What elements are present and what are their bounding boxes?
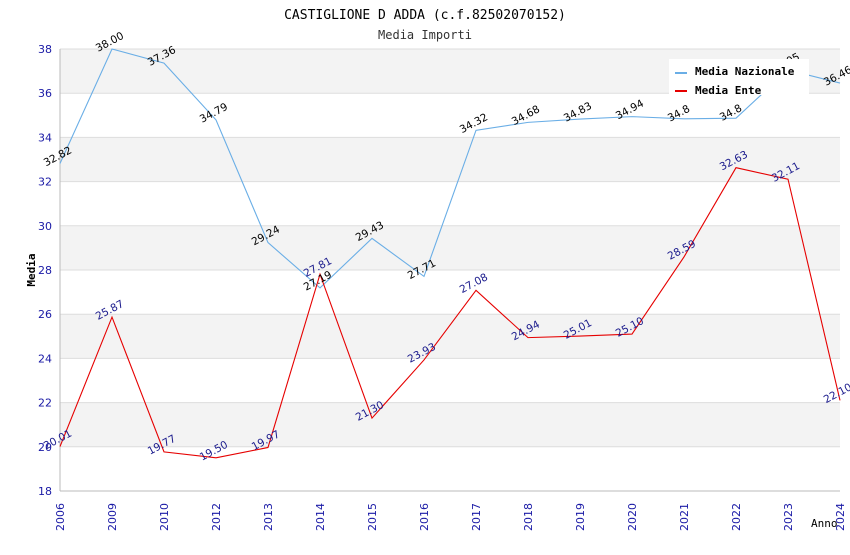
y-tick-30: 30 bbox=[38, 220, 52, 233]
series-line-nazionale bbox=[59, 48, 841, 289]
x-tick-2010: 2010 bbox=[158, 503, 171, 531]
band-28-30 bbox=[60, 225, 840, 270]
chart-subtitle: Media Importi bbox=[378, 28, 472, 42]
y-tick-labels: 18 20 22 24 26 28 30 32 34 36 38 bbox=[38, 43, 52, 498]
x-tick-2006: 2006 bbox=[54, 503, 67, 531]
x-tick-2009: 2009 bbox=[106, 503, 119, 531]
band-20-22 bbox=[60, 402, 840, 447]
band-26-28 bbox=[60, 270, 840, 315]
band-18-20 bbox=[60, 446, 840, 491]
x-tick-2018: 2018 bbox=[522, 503, 535, 531]
legend-box bbox=[669, 59, 809, 95]
y-tick-24: 24 bbox=[38, 352, 52, 365]
y-tick-22: 22 bbox=[38, 397, 52, 410]
x-tick-2020: 2020 bbox=[626, 503, 639, 531]
y-axis-label: Media bbox=[25, 253, 38, 286]
y-tick-32: 32 bbox=[38, 176, 52, 189]
y-tick-38: 38 bbox=[38, 43, 52, 56]
series-line-ente bbox=[59, 167, 841, 459]
chart-title: CASTIGLIONE D ADDA (c.f.82502070152) bbox=[284, 8, 566, 23]
x-tick-2015: 2015 bbox=[366, 503, 379, 531]
legend-label-ente: Media Ente bbox=[695, 84, 762, 97]
y-tick-18: 18 bbox=[38, 485, 52, 498]
x-tick-2023: 2023 bbox=[782, 503, 795, 531]
x-tick-2021: 2021 bbox=[678, 503, 691, 531]
band-24-26 bbox=[60, 314, 840, 359]
x-axis-label: Anno bbox=[811, 517, 838, 530]
band-34-36 bbox=[60, 93, 840, 138]
series-lines bbox=[59, 48, 841, 459]
x-tick-2022: 2022 bbox=[730, 503, 743, 531]
y-tick-26: 26 bbox=[38, 308, 52, 321]
y-tick-20: 20 bbox=[38, 441, 52, 454]
x-tick-2016: 2016 bbox=[418, 503, 431, 531]
background-bands bbox=[60, 49, 840, 491]
x-tick-2019: 2019 bbox=[574, 503, 587, 531]
y-tick-28: 28 bbox=[38, 264, 52, 277]
legend-label-nazionale: Media Nazionale bbox=[695, 65, 795, 78]
x-tick-2014: 2014 bbox=[314, 503, 327, 531]
legend: Media Nazionale Media Ente bbox=[669, 59, 809, 97]
x-tick-labels: 2006 2009 2010 2012 2013 2014 2015 2016 2017 2018… bbox=[54, 503, 847, 531]
band-32-34 bbox=[60, 137, 840, 182]
x-tick-2017: 2017 bbox=[470, 503, 483, 531]
x-tick-2024: 2024 bbox=[834, 503, 847, 531]
y-tick-36: 36 bbox=[38, 87, 52, 100]
y-tick-34: 34 bbox=[38, 131, 52, 144]
x-tick-2013: 2013 bbox=[262, 503, 275, 531]
band-22-24 bbox=[60, 358, 840, 403]
x-tick-2012: 2012 bbox=[210, 503, 223, 531]
